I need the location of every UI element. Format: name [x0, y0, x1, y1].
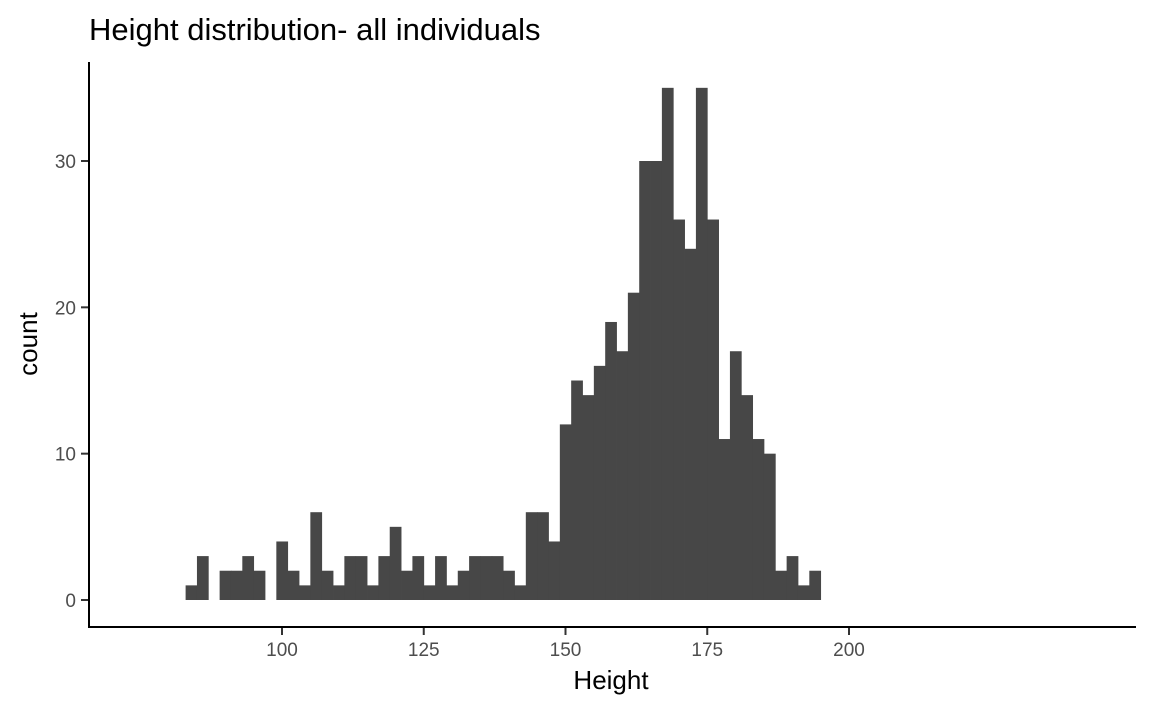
histogram-bar [276, 541, 289, 600]
x-axis-title: Height [573, 665, 649, 695]
histogram-bar [333, 585, 345, 600]
histogram-bar [786, 556, 799, 600]
histogram-bar [355, 556, 368, 600]
histogram-bar [809, 570, 822, 600]
histogram-bar [559, 424, 572, 600]
x-tick-label: 100 [266, 640, 298, 661]
y-axis-ticks: 0 10 20 30 [55, 152, 88, 612]
histogram-bar [491, 556, 504, 600]
histogram-bar [627, 292, 640, 600]
histogram-bar [571, 380, 583, 600]
bars-group [185, 87, 822, 601]
histogram-bar [423, 585, 436, 600]
histogram-bar [593, 365, 606, 600]
histogram-bar [299, 585, 311, 600]
histogram-bar [729, 351, 742, 600]
histogram-bar [196, 556, 209, 600]
x-tick-label: 200 [833, 640, 865, 661]
histogram-bar [707, 219, 719, 600]
histogram-bar [310, 512, 323, 600]
histogram-bar [401, 570, 413, 600]
x-tick-label: 175 [691, 640, 723, 661]
histogram-bar [797, 585, 810, 600]
histogram-bar [344, 556, 357, 600]
x-tick-label: 150 [550, 640, 582, 661]
histogram-bar [525, 512, 538, 600]
y-axis-title: count [13, 311, 43, 375]
histogram-bar [763, 453, 776, 600]
histogram-bar [661, 87, 674, 600]
histogram-bar [548, 541, 561, 600]
histogram-bar [503, 570, 515, 600]
histogram-bar [185, 585, 198, 600]
histogram-bar [605, 321, 617, 600]
histogram-bar [582, 395, 595, 600]
histogram-bar [253, 570, 266, 600]
histogram-bar [741, 395, 754, 600]
histogram-bar [695, 87, 708, 600]
histogram-bar [435, 556, 447, 600]
x-axis-ticks: 100 125 150 175 200 [266, 628, 865, 661]
histogram-bar [639, 161, 651, 600]
histogram-bar [650, 161, 663, 600]
chart-title: Height distribution- all individuals [89, 12, 540, 47]
histogram-bar [537, 512, 549, 600]
histogram-bar [378, 556, 391, 600]
y-tick-label: 10 [55, 445, 76, 466]
histogram-bar [514, 585, 527, 600]
histogram-bar [718, 439, 731, 600]
histogram-bar [412, 556, 425, 600]
histogram-bar [752, 439, 765, 600]
histogram-bar [287, 570, 300, 600]
histogram-bar [389, 526, 402, 600]
histogram-bar [242, 556, 255, 600]
histogram-bar [684, 248, 697, 601]
histogram-bar [775, 570, 788, 600]
y-tick-label: 30 [55, 152, 76, 173]
y-tick-label: 20 [55, 298, 76, 319]
histogram-bar [616, 351, 629, 600]
histogram-bar [446, 585, 459, 600]
histogram-bar [230, 570, 243, 600]
histogram-bar [480, 556, 493, 600]
histogram-bar [321, 570, 334, 600]
histogram-bar [673, 219, 685, 600]
histogram-bar [219, 570, 232, 600]
histogram-bar [457, 570, 470, 600]
y-tick-label: 0 [65, 591, 76, 612]
x-tick-label: 125 [408, 640, 440, 661]
histogram-bar [367, 585, 379, 600]
histogram-bar [469, 556, 481, 600]
